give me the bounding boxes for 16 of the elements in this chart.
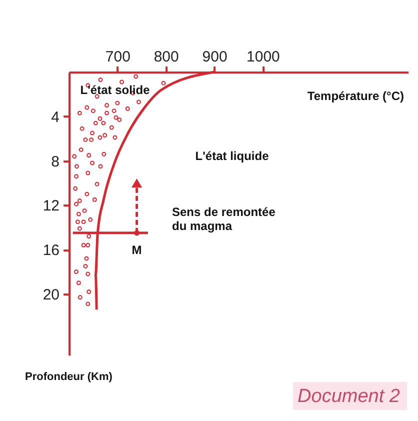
x-tick-label: 700	[105, 48, 130, 66]
y-axis-title: Profondeur (Km)	[25, 371, 113, 383]
x-tick-label: 1000	[246, 48, 280, 66]
annotation: L'état liquide	[195, 149, 270, 163]
y-tick-label: 12	[42, 198, 60, 215]
y-tick-label: 16	[42, 242, 60, 260]
annotation: Sens de remontée du magma	[172, 205, 276, 233]
x-axis-title: Température (°C)	[307, 89, 404, 103]
annotation: L'état solide	[80, 83, 150, 97]
y-tick-label: 4	[51, 108, 60, 126]
annotation: M	[132, 242, 142, 257]
x-tick-label: 800	[154, 48, 179, 66]
x-tick-label: 900	[202, 48, 228, 66]
y-tick-label: 8	[51, 153, 60, 170]
y-tick-label: 20	[42, 286, 60, 304]
text: Document 2	[298, 386, 400, 407]
